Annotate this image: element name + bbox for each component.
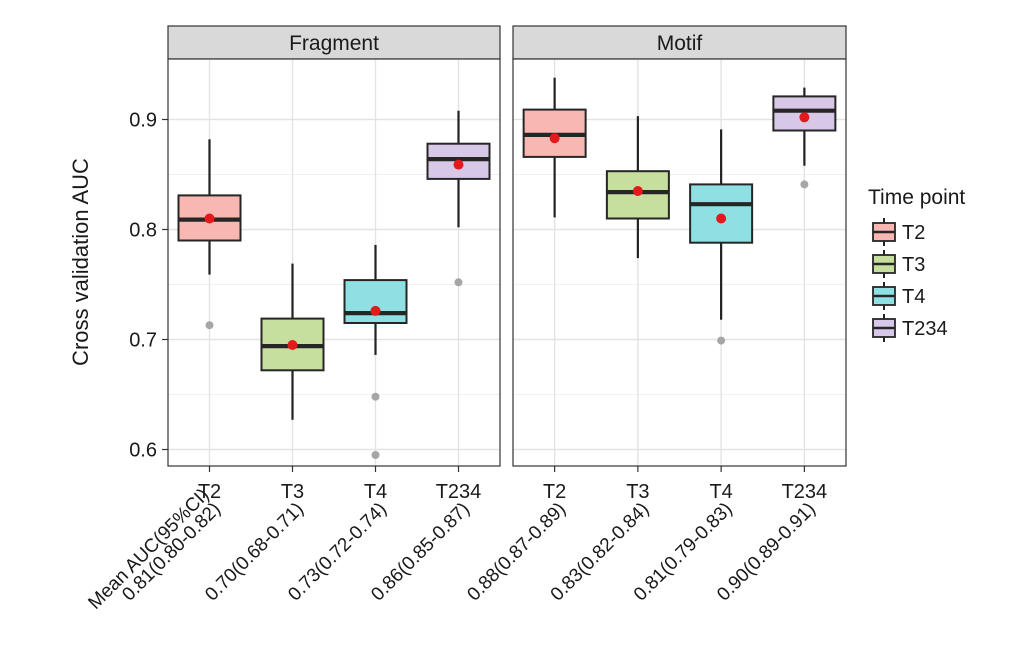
x-tick-label: T2 (198, 481, 221, 503)
legend-key-t2: T2 (872, 218, 925, 246)
panels: 0.60.70.80.9FragmentT20.81(0.80-0.82)T30… (118, 25, 847, 605)
mean-point (204, 213, 215, 224)
legend-label: T3 (902, 254, 925, 276)
box-t4 (343, 244, 408, 459)
box-t3 (260, 263, 325, 420)
x-tick-label: T3 (626, 481, 649, 503)
legend-label: T234 (902, 318, 948, 340)
x-tick-label: T3 (281, 481, 304, 503)
panel-motif: MotifT20.88(0.87-0.89)T30.83(0.82-0.84)T… (463, 25, 847, 605)
y-tick-label: 0.8 (129, 220, 157, 242)
outlier-point (800, 180, 809, 189)
mean-point (716, 213, 727, 224)
panel-border (167, 58, 501, 467)
y-tick-label: 0.6 (129, 440, 157, 462)
legend-label: T2 (902, 222, 925, 244)
mean-point (287, 340, 298, 350)
mean-point (799, 112, 810, 123)
x-tick-label: T4 (709, 481, 732, 503)
box-t3 (605, 116, 670, 259)
box-body (343, 279, 408, 325)
legend: Time point T2 T3 T4 T234 (868, 186, 965, 342)
panel-title: Motif (657, 32, 703, 55)
box-t2 (177, 139, 242, 330)
panel-background (168, 59, 500, 466)
panel-title: Fragment (289, 32, 379, 55)
y-axis-label: Cross validation AUC (68, 158, 93, 366)
auc-label-prefix: Mean AUC(95%CI) (84, 485, 213, 614)
box-t234 (772, 87, 837, 189)
legend-label: T4 (902, 286, 925, 308)
y-tick-label: 0.7 (129, 330, 157, 352)
y-tick-label: 0.9 (129, 110, 157, 132)
panel-strip (167, 25, 501, 60)
mean-point (549, 133, 560, 144)
panel-border (512, 58, 847, 467)
box-t234 (426, 110, 491, 287)
box-t4 (689, 129, 754, 345)
mean-point (632, 186, 643, 196)
x-tick-label: T234 (436, 481, 482, 503)
x-tick-label: T2 (543, 481, 566, 503)
outlier-point (205, 321, 214, 330)
box-body (605, 170, 670, 220)
legend-key-t3: T3 (872, 250, 925, 278)
outlier-point (717, 336, 726, 345)
legend-key-t234: T234 (872, 314, 948, 342)
x-tick-label: T4 (364, 481, 387, 503)
outlier-point (371, 392, 380, 401)
legend-key-t4: T4 (872, 282, 925, 310)
x-tick-label: T234 (782, 481, 828, 503)
outlier-point (454, 278, 463, 287)
mean-point (453, 159, 464, 170)
outlier-point (371, 451, 380, 459)
box-t2 (522, 77, 587, 218)
mean-point (370, 305, 381, 316)
legend-title: Time point (868, 186, 965, 209)
